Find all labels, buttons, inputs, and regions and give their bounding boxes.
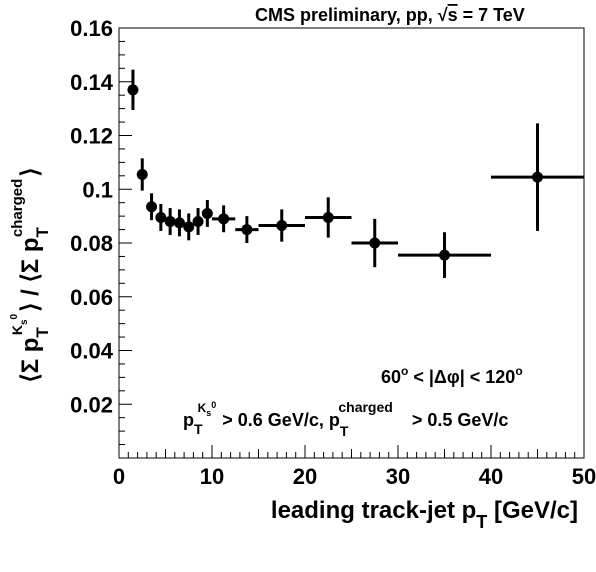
- x-tick-label: 30: [386, 464, 410, 489]
- point-marker: [322, 211, 334, 223]
- data-point: [201, 200, 213, 227]
- point-marker: [183, 221, 195, 233]
- cut-p1-sub: T: [194, 421, 203, 437]
- y-tick-label: 0.02: [70, 392, 113, 417]
- y-label-sub2: T: [33, 226, 52, 237]
- dphi-a: 60: [381, 367, 401, 387]
- y-tick-label: 0.14: [70, 70, 114, 95]
- y-label-sup1-sub: s: [19, 319, 30, 325]
- chart-title-group: CMS preliminary, pp, √s = 7 TeV: [255, 5, 525, 25]
- y-label-open1: ⟨Σ p: [17, 338, 44, 383]
- y-label-sup1: K: [9, 325, 25, 335]
- point-marker: [155, 211, 167, 223]
- x-axis-label: leading track-jet pT [GeV/c]: [271, 497, 578, 532]
- chart-title-sqrt: √: [438, 5, 448, 25]
- data-point: [491, 123, 584, 231]
- x-tick-label: 50: [572, 464, 596, 489]
- point-marker: [201, 207, 213, 219]
- y-tick-label: 0.1: [82, 177, 113, 202]
- x-tick-label: 10: [200, 464, 224, 489]
- data-point: [155, 204, 167, 231]
- point-marker: [127, 84, 139, 96]
- data-point: [398, 232, 491, 278]
- y-tick-label: 0.08: [70, 231, 113, 256]
- point-marker: [276, 220, 288, 232]
- cut-p1-sup: K: [198, 401, 207, 415]
- x-tick-label: 0: [113, 464, 125, 489]
- y-label-sup2: charged: [9, 179, 26, 237]
- point-marker: [241, 224, 253, 236]
- point-marker: [146, 201, 158, 213]
- data-point: [127, 69, 139, 110]
- point-marker: [439, 249, 450, 261]
- data-point: [212, 205, 236, 233]
- x-tick-label: 40: [479, 464, 503, 489]
- data-point: [183, 213, 195, 241]
- x-tick-label: 20: [293, 464, 317, 489]
- svg-text:CMS preliminary, pp, √s = 7 Te: CMS preliminary, pp, √s = 7 TeV: [255, 5, 525, 25]
- data-point: [305, 197, 352, 238]
- y-label-sup1-sup: 0: [9, 313, 20, 319]
- data-point: [146, 193, 158, 221]
- y-tick-label: 0.06: [70, 285, 113, 310]
- dphi-annotation: 60o < |Δφ| < 120o: [381, 364, 523, 387]
- y-tick-label: 0.16: [70, 16, 113, 41]
- dphi-b: < |Δφ| < 120: [408, 367, 515, 387]
- chart-title-prefix: CMS preliminary, pp,: [255, 5, 438, 25]
- cut-text2: > 0.5 GeV/c: [407, 410, 509, 430]
- cut-p2-sup: charged: [338, 399, 392, 415]
- data-point: [258, 209, 305, 242]
- data-point: [136, 158, 148, 191]
- cut-p2-sub: T: [340, 423, 349, 439]
- y-tick-label: 0.04: [70, 339, 114, 364]
- point-marker: [192, 216, 204, 227]
- data-points: [127, 69, 584, 278]
- data-point: [164, 208, 176, 235]
- y-label-mid: ⟩ / ⟨Σ p: [17, 237, 44, 311]
- cut-p1-sup-sub: s: [206, 408, 211, 418]
- cuts-annotation: pTKs0 > 0.6 GeV/c, pTcharged > 0.5 GeV/c: [183, 399, 508, 439]
- svg-text:⟨Σ pTKs0⟩ / ⟨Σ pTcharged⟩: ⟨Σ pTKs0⟩ / ⟨Σ pTcharged⟩: [9, 167, 52, 382]
- chart-title-suffix: = 7 TeV: [458, 5, 525, 25]
- cut-text1: > 0.6 GeV/c, p: [217, 410, 340, 430]
- y-label-close: ⟩: [17, 167, 44, 176]
- point-marker: [369, 237, 381, 249]
- data-point: [235, 216, 259, 243]
- point-marker: [173, 217, 185, 229]
- y-axis: 0.02 0.04 0.06 0.08 0.1 0.12 0.14 0.16: [70, 16, 132, 459]
- chart-title-s: s: [448, 5, 458, 25]
- point-marker: [218, 213, 230, 225]
- data-point: [351, 218, 398, 268]
- point-marker: [532, 171, 543, 183]
- x-axis-label-main: leading track-jet p: [271, 497, 476, 524]
- cut-p1: p: [183, 410, 194, 430]
- cut-p1-sup-sup: 0: [211, 400, 216, 410]
- y-axis-label: ⟨Σ pTKs0⟩ / ⟨Σ pTcharged⟩: [9, 167, 52, 382]
- point-marker: [164, 216, 176, 227]
- data-point: [173, 209, 185, 237]
- x-axis-label-sub: T: [476, 512, 487, 532]
- dphi-deg1: o: [401, 364, 408, 378]
- x-axis-label-unit: [GeV/c]: [487, 497, 578, 524]
- point-marker: [136, 168, 148, 180]
- x-axis: 0 10 20 30 40 50: [113, 445, 596, 489]
- y-tick-label: 0.12: [70, 124, 113, 149]
- dphi-deg2: o: [515, 364, 522, 378]
- data-point: [192, 208, 204, 235]
- y-label-sub1: T: [33, 327, 52, 338]
